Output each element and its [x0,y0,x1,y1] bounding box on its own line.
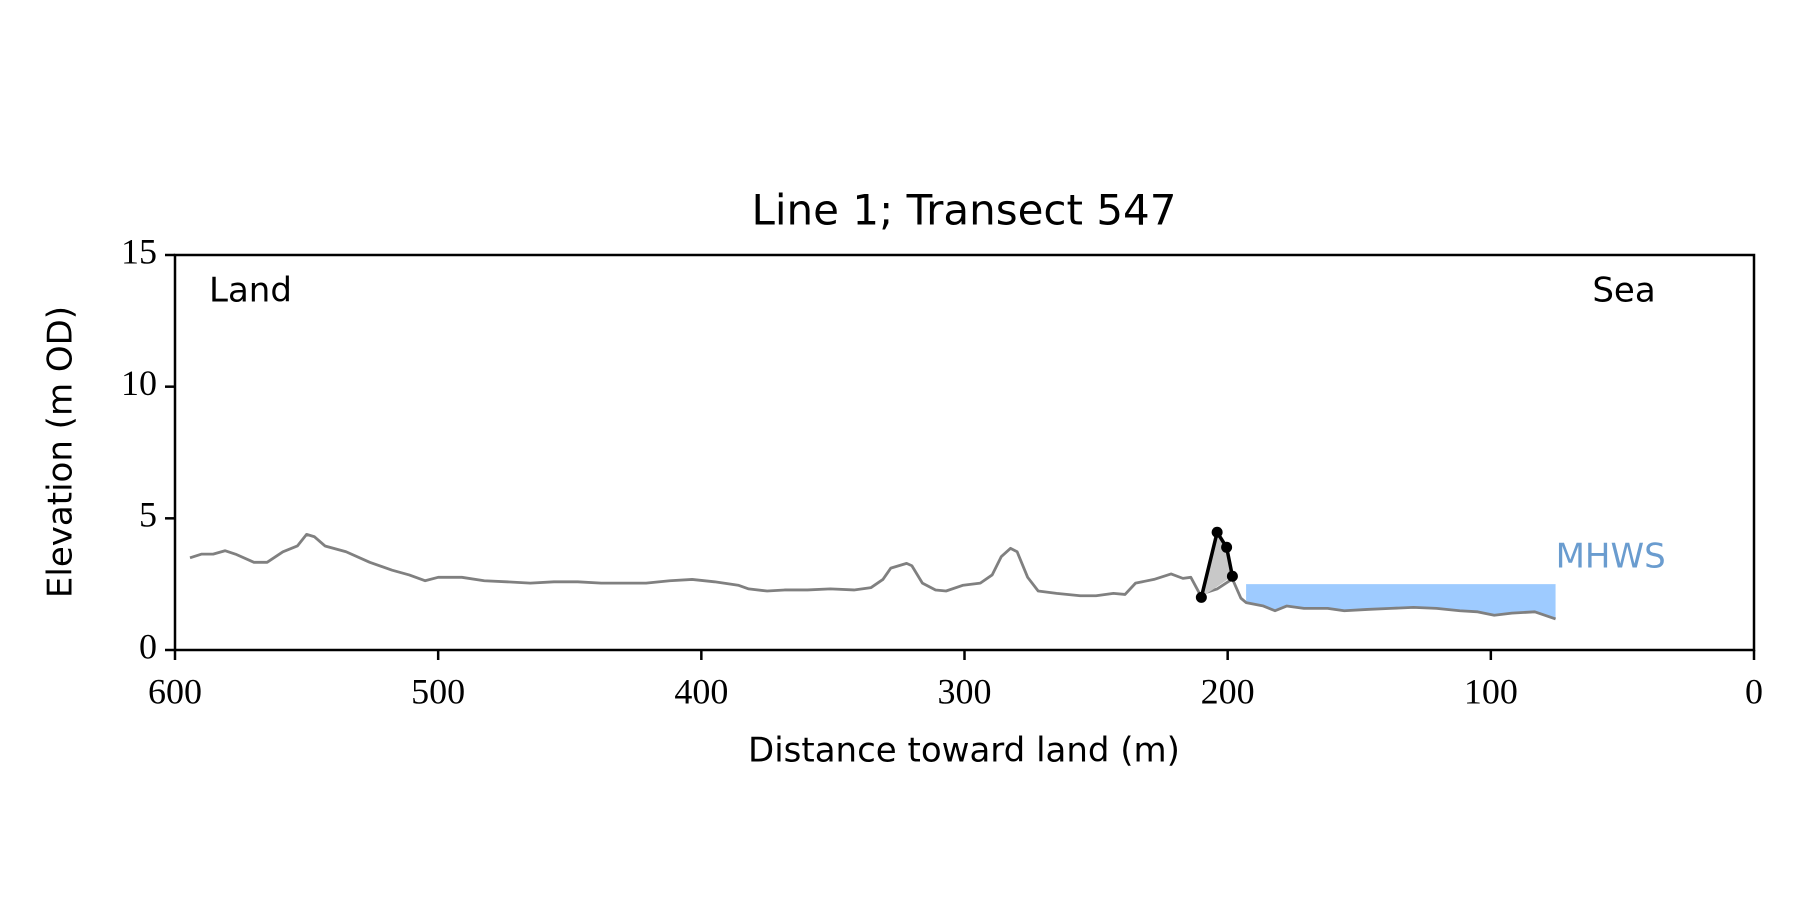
chart-title: Line 1; Transect 547 [751,186,1176,235]
x-tick-label: 400 [674,671,728,711]
x-tick-label: 100 [1464,671,1518,711]
x-tick-label: 200 [1201,671,1255,711]
x-tick-label: 0 [1745,671,1763,711]
y-tick-label: 15 [121,231,157,271]
point [1226,570,1238,582]
x-tick-label: 500 [411,671,465,711]
annotation: Land [209,271,292,311]
y-tick-label: 10 [121,363,157,403]
y-tick-label: 5 [139,495,157,535]
x-axis-label: Distance toward land (m) [748,731,1180,771]
point [1221,541,1233,553]
point [1211,526,1223,538]
annotation: Sea [1592,271,1655,311]
profile-line [189,532,1557,621]
x-tick-label: 300 [938,671,992,711]
point [1195,591,1207,603]
y-axis-label: Elevation (m OD) [41,306,81,598]
profile-line [1199,530,1235,598]
y-tick-label: 0 [139,626,157,666]
x-tick-label: 600 [148,671,202,711]
mhws-label: MHWS [1556,537,1666,577]
mhws-area [1246,584,1556,619]
